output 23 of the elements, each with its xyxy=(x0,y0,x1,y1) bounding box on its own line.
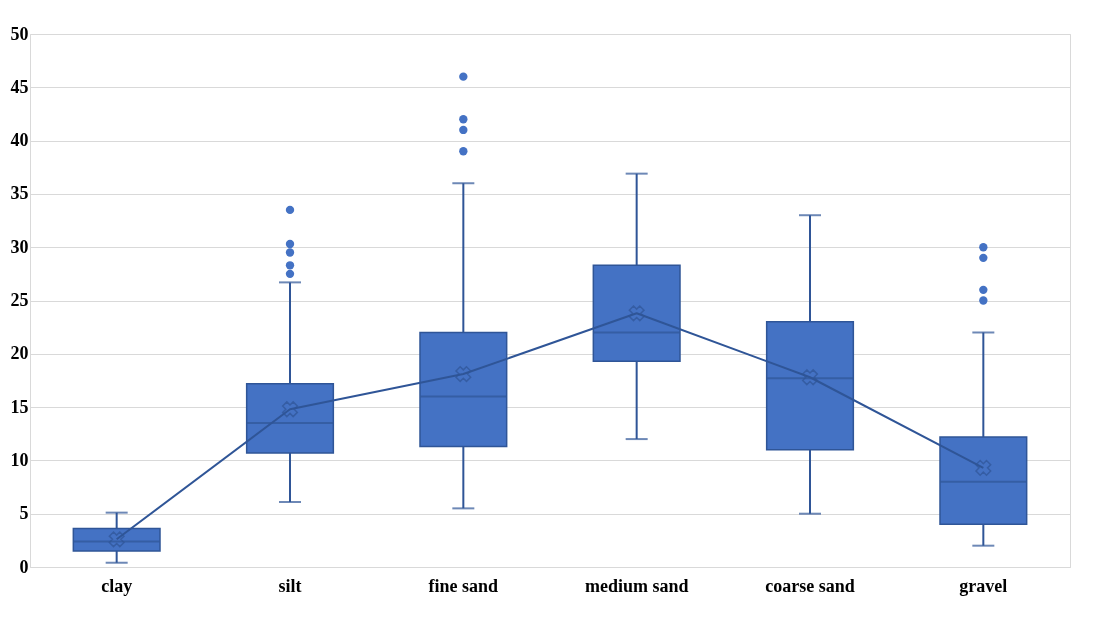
x-tick-label: gravel xyxy=(959,575,1008,596)
x-tick-label: coarse sand xyxy=(765,575,855,596)
y-tick-label: 40 xyxy=(10,130,29,151)
y-tick-label: 15 xyxy=(10,396,29,417)
x-tick-label: medium sand xyxy=(584,575,689,596)
y-tick-label: 50 xyxy=(10,23,29,44)
point xyxy=(975,459,992,476)
y-tick-label: 45 xyxy=(10,76,29,97)
y-tick-label: 35 xyxy=(10,183,29,204)
point xyxy=(281,401,299,418)
y-tick-label: 5 xyxy=(19,503,29,524)
point xyxy=(801,369,819,386)
x-tick-label: fine sand xyxy=(428,575,499,596)
y-tick-label: 30 xyxy=(10,236,29,257)
y-tick-label: 0 xyxy=(19,556,29,577)
x-tick-label: silt xyxy=(278,575,302,596)
y-tick-label: 25 xyxy=(10,290,29,310)
x-tick-label: clay xyxy=(101,575,133,596)
point xyxy=(628,305,645,322)
y-tick-label: 20 xyxy=(10,343,29,364)
point xyxy=(455,365,472,383)
point xyxy=(108,531,125,548)
y-tick-label: 10 xyxy=(10,449,29,470)
